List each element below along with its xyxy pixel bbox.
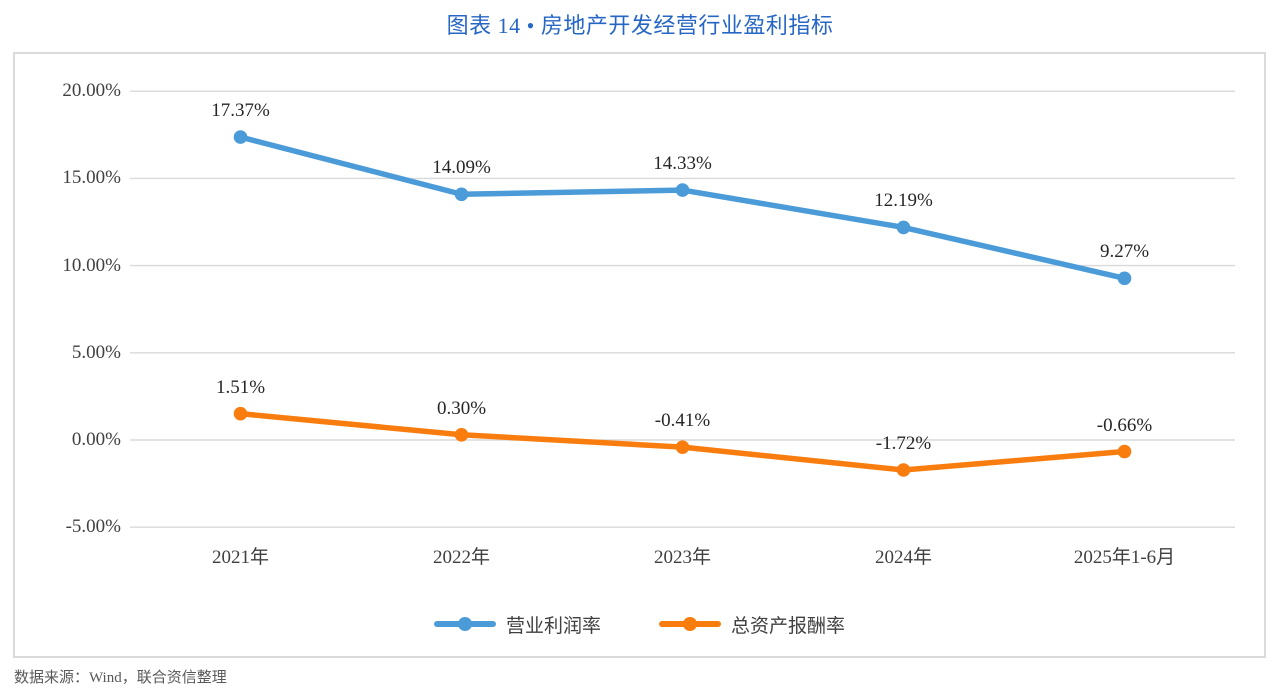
source-note: 数据来源：Wind，联合资信整理 (14, 670, 227, 686)
data-point-label: 14.09% (432, 157, 491, 179)
data-point-marker (233, 130, 248, 144)
x-tick-label: 2022年 (432, 547, 490, 568)
data-point-marker (454, 427, 469, 442)
data-point-marker (675, 440, 690, 454)
y-tick-label: 5.00% (71, 341, 121, 363)
legend-label: 营业利润率 (505, 615, 601, 637)
legend-dot-icon (683, 617, 697, 631)
legend-label: 总资产报酬率 (731, 615, 846, 637)
chart-title: 图表 14 • 房地产开发经营行业盈利指标 (446, 13, 834, 38)
data-point-label: 0.30% (436, 397, 487, 419)
data-point-marker (1117, 271, 1132, 286)
y-tick-label: 15.00% (62, 167, 121, 189)
legend: 营业利润率 总资产报酬率 (15, 606, 1264, 642)
data-point-label: -1.72% (875, 432, 932, 454)
data-point-label: 17.37% (211, 100, 270, 122)
data-point-label: 14.33% (653, 153, 712, 175)
data-point-marker (896, 220, 911, 235)
data-point-marker (896, 463, 911, 477)
legend-line-marker-icon (433, 617, 496, 631)
legend-line-marker-icon (659, 617, 721, 631)
data-point-label: -0.66% (1096, 414, 1153, 436)
legend-item-0: 营业利润率 (433, 611, 601, 638)
data-point-label: 12.19% (874, 190, 933, 212)
y-tick-label: 10.00% (62, 254, 121, 276)
legend-item-1: 总资产报酬率 (659, 611, 845, 638)
x-tick-label: 2024年 (874, 547, 932, 568)
line-plot (130, 90, 1235, 528)
data-point-marker (454, 187, 469, 202)
data-point-marker (675, 183, 690, 197)
y-tick-label: 20.00% (62, 80, 121, 102)
chart-area: 20.00% 15.00% 10.00% 5.00% 0.00% -5.00% 2021年… (13, 52, 1266, 658)
x-tick-label: 2023年 (653, 547, 711, 568)
data-point-label: 9.27% (1099, 241, 1150, 263)
data-point-marker (233, 406, 248, 421)
data-point-label: -0.41% (654, 410, 711, 432)
data-point-label: 1.51% (215, 376, 266, 398)
x-tick-label: 2025年1-6月 (1073, 547, 1176, 568)
x-tick-label: 2021年 (211, 547, 269, 568)
y-tick-label: 0.00% (71, 429, 121, 450)
y-tick-label: -5.00% (65, 516, 121, 538)
data-point-marker (1117, 444, 1132, 459)
legend-dot-icon (457, 617, 472, 631)
